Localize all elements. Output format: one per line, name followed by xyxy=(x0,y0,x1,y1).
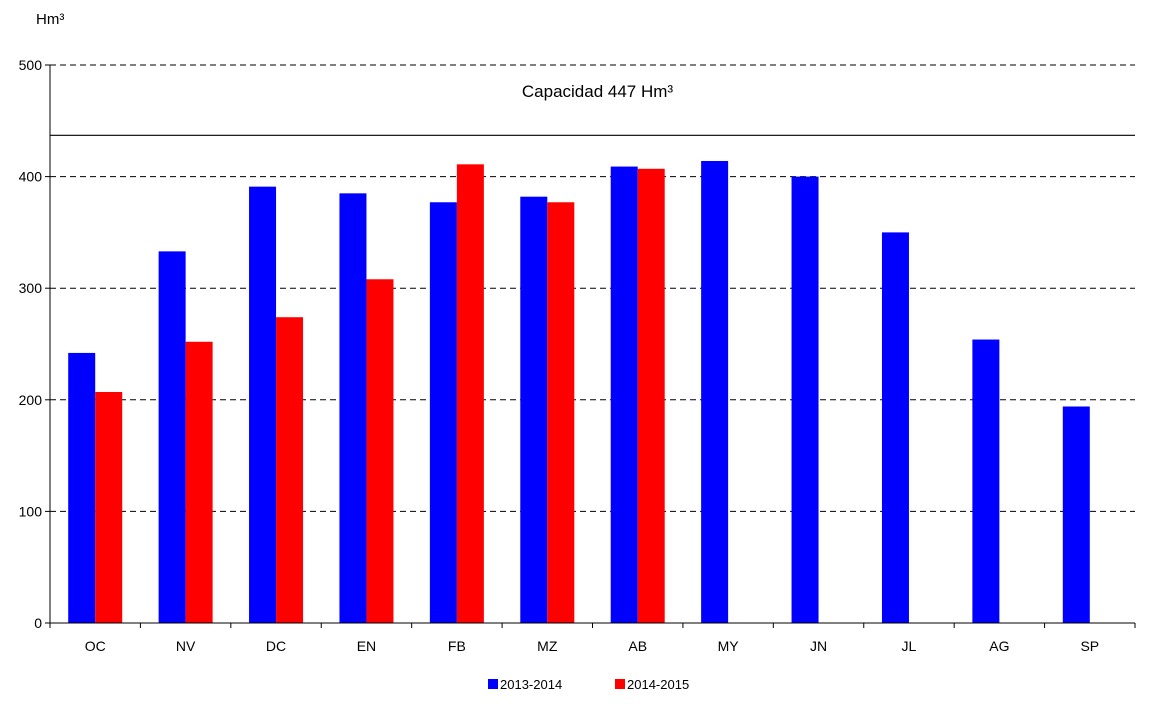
bar-2013-2014-EN xyxy=(339,193,367,623)
x-tick-label: DC xyxy=(266,638,286,654)
bar-2014-2015-AB xyxy=(637,168,665,623)
x-tick-label: MY xyxy=(718,638,740,654)
bar-2013-2014-JN xyxy=(791,176,819,623)
bar-2013-2014-JL xyxy=(881,232,909,623)
bar-2014-2015-FB xyxy=(456,164,484,623)
bar-2014-2015-OC xyxy=(95,391,123,623)
bars xyxy=(68,160,1090,624)
legend: 2013-2014 2014-2015 xyxy=(488,677,689,692)
x-tick-label: FB xyxy=(448,638,466,654)
bar-2013-2014-MZ xyxy=(520,196,548,624)
y-tick-label: 0 xyxy=(34,615,42,631)
axes xyxy=(49,65,1135,624)
legend-swatch-2013-2014 xyxy=(488,679,498,689)
x-tick-label: MZ xyxy=(537,638,558,654)
x-tick-label: AG xyxy=(989,638,1009,654)
legend-label: 2014-2015 xyxy=(627,677,689,692)
bar-2014-2015-EN xyxy=(366,279,394,623)
bar-2013-2014-AG xyxy=(972,339,1000,623)
x-tick-label: AB xyxy=(628,638,647,654)
bar-2014-2015-MZ xyxy=(547,202,575,623)
y-tick-label: 100 xyxy=(19,503,43,519)
bar-2014-2015-DC xyxy=(276,317,304,623)
x-tick-label: EN xyxy=(357,638,376,654)
legend-label: 2013-2014 xyxy=(500,677,562,692)
gridlines xyxy=(50,64,1135,512)
x-tick-label: JN xyxy=(810,638,827,654)
bar-2013-2014-OC xyxy=(68,352,96,623)
x-tick-label: JL xyxy=(902,638,917,654)
y-tick-label: 200 xyxy=(19,392,43,408)
x-axis-ticks: OC NV DC EN FB MZ AB MY JN JL AG SP xyxy=(49,623,1136,654)
y-axis-ticks: 0 100 200 300 400 500 xyxy=(19,57,50,631)
y-tick-label: 500 xyxy=(19,57,43,73)
y-axis-unit-label: Hm³ xyxy=(36,11,64,28)
bar-2013-2014-AB xyxy=(610,166,638,623)
capacity-reference: Capacidad 447 Hm³ xyxy=(50,82,1135,136)
bar-2013-2014-DC xyxy=(249,186,277,624)
legend-swatch-2014-2015 xyxy=(615,679,625,689)
bar-2013-2014-MY xyxy=(701,160,729,623)
bar-2013-2014-SP xyxy=(1062,406,1090,623)
bar-2013-2014-FB xyxy=(429,202,457,623)
x-tick-label: SP xyxy=(1080,638,1099,654)
y-tick-label: 400 xyxy=(19,169,43,185)
x-tick-label: OC xyxy=(85,638,106,654)
capacity-label: Capacidad 447 Hm³ xyxy=(522,82,674,101)
x-tick-label: NV xyxy=(176,638,196,654)
y-tick-label: 300 xyxy=(19,280,43,296)
bar-2013-2014-NV xyxy=(158,251,186,623)
bar-2014-2015-NV xyxy=(185,341,213,623)
